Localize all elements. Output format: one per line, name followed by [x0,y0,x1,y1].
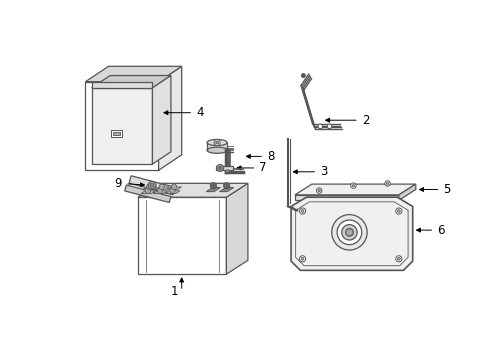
Text: 8: 8 [266,150,274,163]
Ellipse shape [207,147,226,153]
Polygon shape [294,195,398,200]
Circle shape [145,188,150,193]
Circle shape [317,124,322,129]
Circle shape [395,256,401,262]
Polygon shape [152,76,171,164]
Text: 2: 2 [361,114,368,127]
Circle shape [345,229,352,236]
Text: 1: 1 [171,285,178,298]
Polygon shape [225,169,228,172]
Polygon shape [153,191,167,194]
Text: 9: 9 [114,177,122,190]
Polygon shape [167,187,181,190]
Circle shape [148,181,156,189]
Circle shape [386,182,388,185]
Circle shape [384,181,389,186]
Polygon shape [226,183,247,274]
Polygon shape [91,82,152,88]
Circle shape [299,208,305,214]
Circle shape [317,189,320,192]
Polygon shape [141,191,155,194]
Circle shape [210,183,216,189]
Circle shape [223,183,229,189]
Circle shape [397,257,399,260]
Circle shape [395,208,401,214]
Circle shape [351,184,354,187]
Circle shape [171,184,176,189]
Polygon shape [124,185,171,202]
Bar [111,130,122,136]
Circle shape [331,215,366,250]
Polygon shape [206,188,220,192]
Bar [216,166,233,170]
Text: 5: 5 [443,183,450,196]
Circle shape [169,188,175,193]
Circle shape [301,210,304,212]
Circle shape [218,166,221,170]
Circle shape [146,184,152,189]
Polygon shape [138,197,226,274]
Circle shape [336,220,361,245]
Polygon shape [290,197,412,270]
Text: 4: 4 [196,106,203,119]
Circle shape [301,73,305,77]
Polygon shape [85,82,158,170]
Text: 7: 7 [259,161,266,175]
Polygon shape [129,176,175,195]
Circle shape [326,124,331,129]
Circle shape [159,184,164,189]
Polygon shape [91,76,171,88]
Polygon shape [398,184,415,200]
Bar [207,143,226,150]
Circle shape [216,165,223,171]
Circle shape [214,139,220,145]
Polygon shape [142,187,157,190]
Circle shape [316,188,321,193]
Polygon shape [85,66,182,82]
Polygon shape [138,183,247,197]
Circle shape [397,210,399,212]
Circle shape [299,256,305,262]
Text: 6: 6 [436,224,444,237]
Polygon shape [155,187,169,190]
Polygon shape [158,66,182,170]
Circle shape [301,257,304,260]
Bar [113,132,119,135]
Polygon shape [165,191,180,194]
Polygon shape [91,88,152,164]
Ellipse shape [207,139,226,145]
Text: 3: 3 [320,165,327,178]
Circle shape [350,183,355,188]
Polygon shape [294,184,415,195]
Circle shape [215,141,218,144]
Polygon shape [219,188,233,192]
Circle shape [157,188,163,193]
Circle shape [341,225,356,240]
Circle shape [150,183,154,187]
